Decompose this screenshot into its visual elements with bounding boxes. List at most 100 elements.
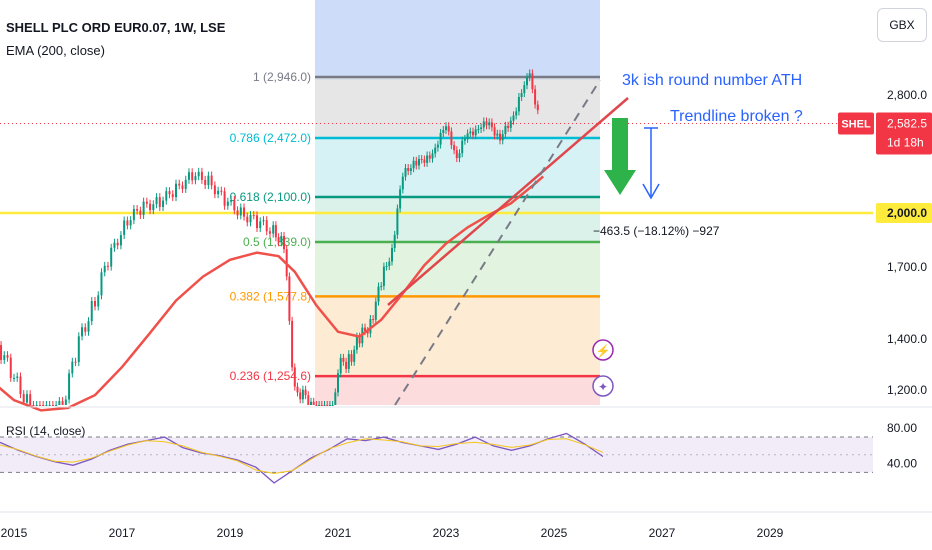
price-candle bbox=[415, 160, 418, 166]
price-candle bbox=[246, 216, 249, 223]
price-candle bbox=[113, 242, 116, 248]
price-candle bbox=[431, 153, 434, 159]
price-candle bbox=[507, 125, 510, 128]
sparkle-icon bbox=[592, 375, 614, 397]
price-candle bbox=[531, 73, 534, 90]
price-candle bbox=[307, 395, 310, 405]
fib-zone bbox=[315, 138, 600, 197]
price-candle bbox=[358, 336, 361, 344]
price-candle bbox=[409, 168, 412, 172]
price-candle bbox=[58, 401, 61, 405]
price-candle bbox=[116, 242, 119, 246]
price-candle bbox=[318, 405, 321, 406]
price-candle bbox=[158, 197, 161, 208]
measure-readout: −463.5 (−18.12%) −927 bbox=[593, 224, 720, 238]
price-candle bbox=[369, 319, 372, 334]
price-candle bbox=[396, 208, 399, 235]
price-candle bbox=[97, 295, 100, 307]
price-candle bbox=[434, 147, 437, 154]
rsi-axis-tick: 80.00 bbox=[887, 421, 917, 435]
price-candle bbox=[364, 327, 366, 332]
rsi-indicator-label[interactable]: RSI (14, close) bbox=[6, 424, 86, 438]
time-axis-tick: 2021 bbox=[325, 526, 352, 540]
lightning-icon-glyph: ⚡ bbox=[596, 344, 611, 358]
price-candle bbox=[331, 405, 334, 406]
price-candle bbox=[55, 405, 58, 406]
ema-indicator-label[interactable]: EMA (200, close) bbox=[6, 43, 105, 58]
price-candle bbox=[480, 127, 483, 130]
price-candle bbox=[404, 168, 407, 177]
price-candle bbox=[123, 220, 126, 236]
price-candle bbox=[207, 175, 210, 186]
price-candle bbox=[184, 179, 187, 189]
price-candle bbox=[436, 144, 439, 148]
trendline-annotation: Trendline broken ? bbox=[670, 108, 803, 125]
price-candle bbox=[239, 207, 242, 216]
price-candle bbox=[412, 160, 415, 169]
down-arrow-green bbox=[604, 118, 636, 195]
price-candle bbox=[323, 405, 326, 406]
price-candle bbox=[181, 185, 184, 189]
price-candle bbox=[119, 235, 122, 246]
price-candle bbox=[110, 247, 113, 267]
price-candle bbox=[25, 394, 28, 403]
price-candle bbox=[16, 376, 19, 378]
price-candle bbox=[515, 111, 518, 116]
currency-button[interactable]: GBX bbox=[877, 8, 927, 42]
price-candle bbox=[38, 405, 41, 406]
price-candle bbox=[191, 172, 194, 181]
price-candle bbox=[252, 215, 255, 217]
price-candle bbox=[320, 405, 323, 406]
time-axis-tick: 2019 bbox=[217, 526, 244, 540]
price-candle bbox=[517, 96, 520, 112]
price-candle bbox=[450, 131, 453, 146]
price-candle bbox=[350, 354, 353, 362]
price-candle bbox=[35, 405, 38, 406]
price-candle bbox=[132, 208, 135, 221]
fib-level-label: 1 (2,946.0) bbox=[253, 70, 311, 84]
price-candle bbox=[377, 286, 380, 302]
price-candle bbox=[236, 210, 239, 216]
price-candle bbox=[3, 355, 6, 360]
price-candle bbox=[293, 367, 296, 387]
sparkle-icon-glyph: ✦ bbox=[598, 380, 608, 394]
price-candle bbox=[145, 201, 148, 204]
price-candle bbox=[64, 399, 67, 405]
price-candle bbox=[423, 159, 426, 163]
price-candle bbox=[68, 373, 71, 400]
price-candle bbox=[442, 130, 445, 133]
price-candle bbox=[382, 266, 385, 287]
price-candle bbox=[372, 319, 375, 321]
price-candle bbox=[155, 197, 158, 205]
price-candle bbox=[197, 171, 200, 177]
price-candle bbox=[139, 210, 142, 215]
price-candle bbox=[288, 276, 291, 321]
price-candle bbox=[523, 85, 526, 94]
price-candle bbox=[496, 133, 499, 136]
price-candle bbox=[493, 127, 496, 136]
price-candle bbox=[291, 320, 294, 368]
price-candle bbox=[200, 171, 203, 180]
ath-annotation: 3k ish round number ATH bbox=[622, 72, 802, 89]
price-candle bbox=[388, 261, 391, 267]
price-candle bbox=[488, 122, 491, 126]
price-candle bbox=[90, 301, 93, 322]
price-candle bbox=[19, 376, 22, 395]
price-candle bbox=[310, 401, 312, 405]
price-candle bbox=[393, 234, 396, 248]
price-candle bbox=[447, 126, 450, 132]
ticker-tag-label: SHEL bbox=[841, 119, 871, 131]
ema-200-line bbox=[0, 175, 545, 412]
price-candle bbox=[259, 221, 262, 229]
price-candle bbox=[312, 401, 315, 405]
price-candle bbox=[165, 191, 168, 201]
price-candle bbox=[420, 158, 423, 160]
price-candle bbox=[226, 201, 229, 206]
fib-level-label: 0.618 (2,100.0) bbox=[230, 190, 311, 204]
price-candle bbox=[345, 361, 348, 369]
fib-level-label: 0.5 (1,839.0) bbox=[243, 235, 311, 249]
price-candle bbox=[399, 189, 402, 209]
price-candle bbox=[249, 215, 252, 223]
time-axis-tick: 2023 bbox=[433, 526, 460, 540]
